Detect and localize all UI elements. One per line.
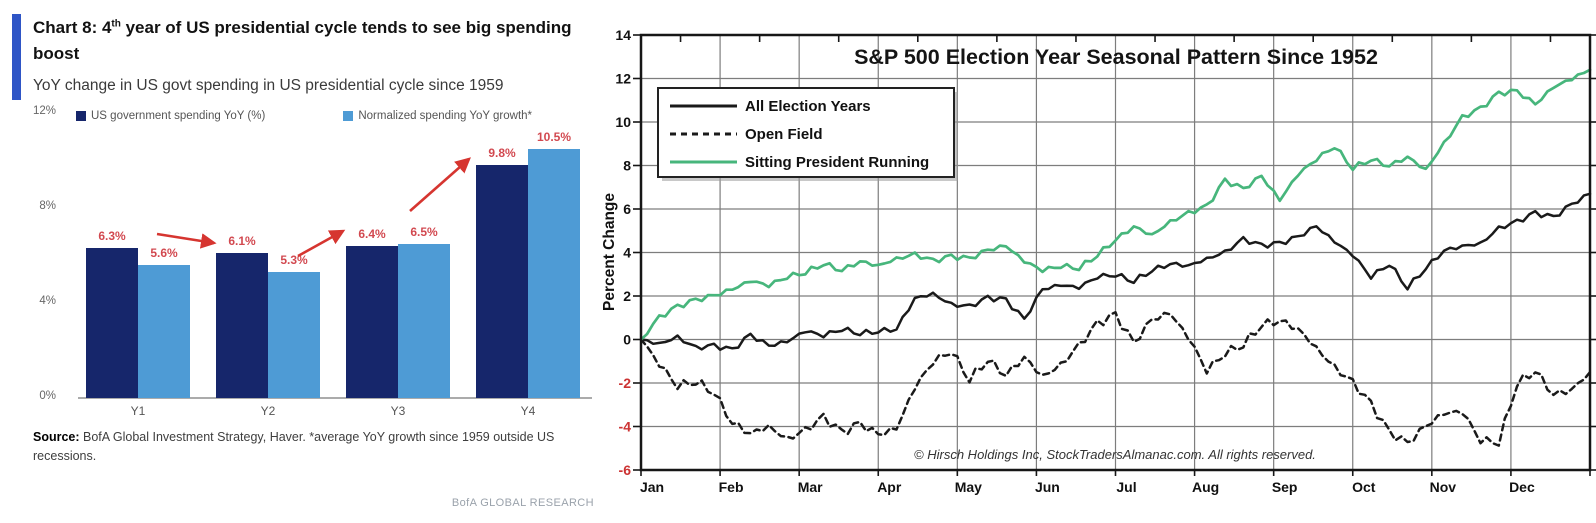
bar-value-label: 6.3%: [98, 229, 126, 244]
bar-y4-series1: [528, 148, 580, 398]
bar-value-label: 5.3%: [280, 253, 308, 268]
y-axis-tick-label: 12%: [32, 105, 56, 117]
bar-chart-panel: Chart 8: 4th year of US presidential cyc…: [0, 0, 600, 518]
y-axis-tick-label: 4%: [39, 295, 56, 307]
legend-label: Normalized spending YoY growth*: [358, 110, 533, 122]
y-axis-tick-label: -6: [619, 462, 632, 478]
x-axis-category-label: Y4: [520, 404, 536, 418]
bar-y1-series1: [138, 265, 190, 398]
x-axis-month-label: Jul: [1116, 479, 1136, 495]
bar-y2-series1: [268, 272, 320, 398]
bar-value-label: 6.1%: [228, 234, 256, 249]
y-axis-tick-label: 0: [623, 332, 631, 348]
bar-y1-series0: [86, 248, 138, 398]
y-axis-tick-label: 14: [615, 27, 631, 43]
title-prefix: Chart 8: 4: [33, 18, 112, 37]
bar-value-label: 9.8%: [488, 146, 516, 161]
x-axis-month-label: Oct: [1352, 479, 1376, 495]
bar-y4-series0: [476, 165, 528, 398]
line-chart-title: S&P 500 Election Year Seasonal Pattern S…: [854, 45, 1378, 69]
y-axis-tick-label: -2: [619, 375, 632, 391]
legend-item-govt-spending: US government spending YoY (%): [76, 110, 265, 122]
y-axis-tick-label: 4: [623, 245, 631, 261]
title-rest: year of US presidential cycle tends to s…: [120, 18, 572, 37]
bar-chart-legend: US government spending YoY (%) Normalize…: [76, 110, 532, 122]
axis-ticks: [633, 34, 1596, 476]
bar-value-label: 6.5%: [410, 224, 438, 239]
x-axis-month-label: Feb: [719, 479, 744, 495]
bar-chart-title: Chart 8: 4th year of US presidential cyc…: [33, 15, 589, 66]
legend-item-normalized-spending: Normalized spending YoY growth*: [343, 110, 532, 122]
y-axis-tick-label: 0%: [39, 390, 56, 402]
legend-label-open-field: Open Field: [745, 126, 823, 143]
title-superscript: th: [111, 18, 121, 30]
x-axis-month-label: Sep: [1272, 479, 1298, 495]
series-line-all-election-years: [639, 192, 1592, 352]
x-axis-category-label: Y3: [390, 404, 406, 418]
x-axis-month-label: Jun: [1035, 479, 1060, 495]
bar-value-label: 6.4%: [358, 227, 386, 241]
bar-y2-series0: [216, 253, 268, 398]
y-axis-tick-labels: 14 12 10 8 6 4 2 0 -2 -4 -6: [615, 27, 631, 478]
x-axis-month-label: Aug: [1192, 479, 1219, 495]
x-axis-month-label: Apr: [877, 479, 902, 495]
bofa-global-research-footer: BofA GLOBAL RESEARCH: [451, 497, 594, 509]
line-chart-panel: 14 12 10 8 6 4 2 0 -2 -4 -6 Jan Feb Mar Apr May Jun Jul A…: [600, 0, 1596, 518]
x-axis-category-label: Y1: [130, 404, 146, 418]
y-axis-tick-label: 2: [623, 288, 631, 304]
x-axis-month-label: Nov: [1430, 479, 1457, 495]
series-line-open-field: [639, 311, 1592, 447]
x-axis-month-labels: Jan Feb Mar Apr May Jun Jul Aug Sep Oct Nov Dec: [640, 479, 1535, 495]
line-chart-legend: All Election Years Open Field Sitting Pr…: [657, 87, 958, 181]
title-line2: boost: [33, 43, 80, 63]
y-axis-tick-label: 8: [623, 158, 631, 174]
bar-value-label: 5.6%: [150, 246, 178, 260]
y-axis-tick-label: 12: [615, 71, 631, 87]
bar-chart-subtitle: YoY change in US govt spending in US pre…: [33, 77, 504, 94]
x-axis-category-label: Y2: [260, 404, 276, 418]
legend-label-all-election-years: All Election Years: [745, 98, 871, 115]
title-accent-bar: [12, 14, 21, 100]
y-axis-title: Percent Change: [601, 193, 618, 311]
data-series-lines: [639, 68, 1592, 447]
y-axis-tick-label: 10: [615, 114, 631, 130]
source-note: Source: BofA Global Investment Strategy,…: [33, 428, 573, 467]
y-axis-tick-label: 8%: [39, 200, 56, 212]
legend-swatch-navy: [76, 111, 86, 121]
x-axis-month-label: Dec: [1509, 479, 1535, 495]
y-axis-tick-label: 6: [623, 201, 631, 217]
series-line-sitting-president-running: [639, 68, 1592, 341]
source-text: BofA Global Investment Strategy, Haver. …: [33, 430, 555, 464]
x-axis-month-label: Jan: [640, 479, 664, 495]
bar-chart-plot-area: 12% 8% 4% 0% 6.3% 5.6% Y1 6.1% 5.3% Y2 6.4% 6.5% Y3 9…: [0, 0, 600, 518]
legend-swatch-lightblue: [343, 111, 354, 121]
x-axis-month-label: Mar: [798, 479, 823, 495]
source-label: Source:: [33, 430, 80, 444]
x-axis-baseline: [78, 397, 592, 399]
bar-y3-series1: [398, 243, 450, 398]
legend-label: US government spending YoY (%): [91, 110, 266, 122]
line-chart-svg: 14 12 10 8 6 4 2 0 -2 -4 -6 Jan Feb Mar Apr May Jun Jul A…: [601, 27, 1596, 495]
bar-value-label: 10.5%: [536, 129, 572, 144]
x-axis-month-label: May: [955, 479, 982, 495]
copyright-note: © Hirsch Holdings Inc, StockTradersAlman…: [914, 447, 1316, 462]
y-axis-tick-label: -4: [619, 419, 632, 435]
bar-y3-series0: [346, 246, 398, 398]
legend-label-sitting-president: Sitting President Running: [745, 154, 929, 171]
